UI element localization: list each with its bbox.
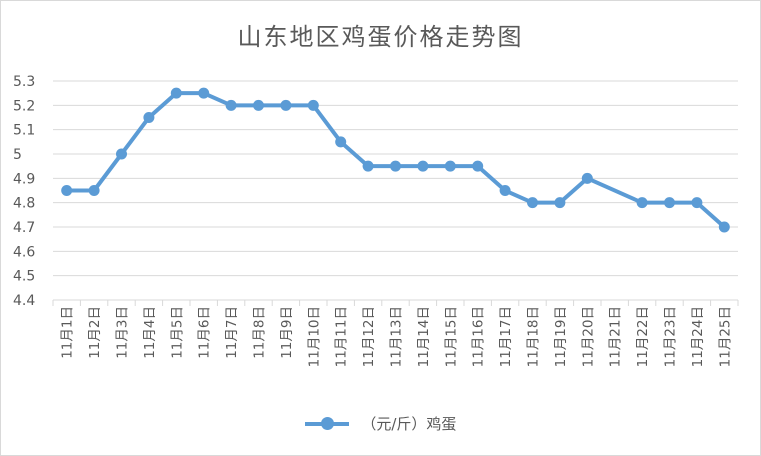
y-tick-label: 4.7 — [13, 220, 35, 236]
data-point — [61, 185, 73, 196]
x-tick-label: 11月10日 — [306, 306, 322, 367]
legend: （元/斤）鸡蛋 — [1, 413, 760, 434]
data-point — [527, 197, 538, 209]
x-tick-label: 11月13日 — [389, 306, 405, 367]
data-point — [307, 99, 319, 111]
x-tick-label: 11月24日 — [690, 306, 706, 367]
x-tick-label: 11月12日 — [361, 306, 377, 367]
data-point — [280, 99, 292, 111]
y-tick-label: 4.5 — [13, 269, 35, 285]
x-tick-label: 11月20日 — [580, 306, 596, 367]
x-tick-label: 11月7日 — [224, 306, 240, 359]
x-tick-label: 11月22日 — [635, 306, 651, 367]
x-tick-label: 11月18日 — [526, 306, 542, 367]
y-tick-label: 4.6 — [13, 244, 35, 260]
x-tick-label: 11月25日 — [717, 306, 733, 367]
data-point — [88, 185, 100, 196]
y-tick-label: 4.9 — [13, 171, 35, 187]
data-point — [444, 160, 456, 172]
data-point — [499, 185, 511, 196]
y-tick-label: 5.1 — [13, 123, 35, 139]
legend-label: （元/斤）鸡蛋 — [361, 415, 457, 433]
x-tick-label: 11月9日 — [279, 306, 295, 359]
data-point — [554, 197, 566, 209]
x-tick-label: 11月1日 — [60, 306, 76, 359]
data-point — [225, 99, 237, 111]
data-point — [472, 160, 484, 172]
data-point — [362, 160, 374, 172]
x-tick-label: 11月16日 — [471, 306, 487, 367]
data-point — [143, 112, 155, 123]
y-tick-label: 5.3 — [13, 74, 35, 90]
data-point — [116, 148, 127, 160]
data-point — [581, 172, 593, 184]
data-point — [636, 197, 648, 209]
data-point — [170, 87, 182, 99]
data-point — [664, 197, 675, 209]
data-point — [335, 136, 347, 148]
x-tick-label: 11月4日 — [142, 306, 158, 359]
data-point — [390, 160, 401, 172]
series-line — [64, 91, 727, 229]
x-tick-label: 11月21日 — [608, 306, 624, 367]
legend-swatch — [304, 416, 349, 430]
y-tick-label: 4.4 — [13, 293, 35, 309]
x-tick-label: 11月5日 — [169, 306, 185, 359]
x-tick-label: 11月15日 — [443, 306, 459, 367]
y-tick-label: 4.8 — [13, 196, 35, 212]
data-point — [198, 87, 210, 99]
y-tick-label: 5 — [13, 147, 22, 163]
data-point — [417, 160, 429, 172]
data-point — [253, 99, 264, 111]
data-point — [691, 197, 703, 209]
x-tick-label: 11月3日 — [115, 306, 131, 359]
x-tick-label: 11月6日 — [197, 306, 213, 359]
x-tick-label: 11月23日 — [663, 306, 679, 367]
y-tick-label: 5.2 — [13, 98, 35, 114]
x-tick-label: 11月17日 — [498, 306, 514, 367]
x-tick-label: 11月19日 — [553, 306, 569, 367]
chart-title: 山东地区鸡蛋价格走势图 — [237, 23, 524, 51]
x-tick-label: 11月11日 — [334, 306, 350, 367]
x-tick-label: 11月14日 — [416, 306, 432, 367]
x-tick-label: 11月8日 — [252, 306, 268, 359]
data-point — [718, 221, 730, 233]
x-tick-label: 11月2日 — [87, 306, 103, 359]
